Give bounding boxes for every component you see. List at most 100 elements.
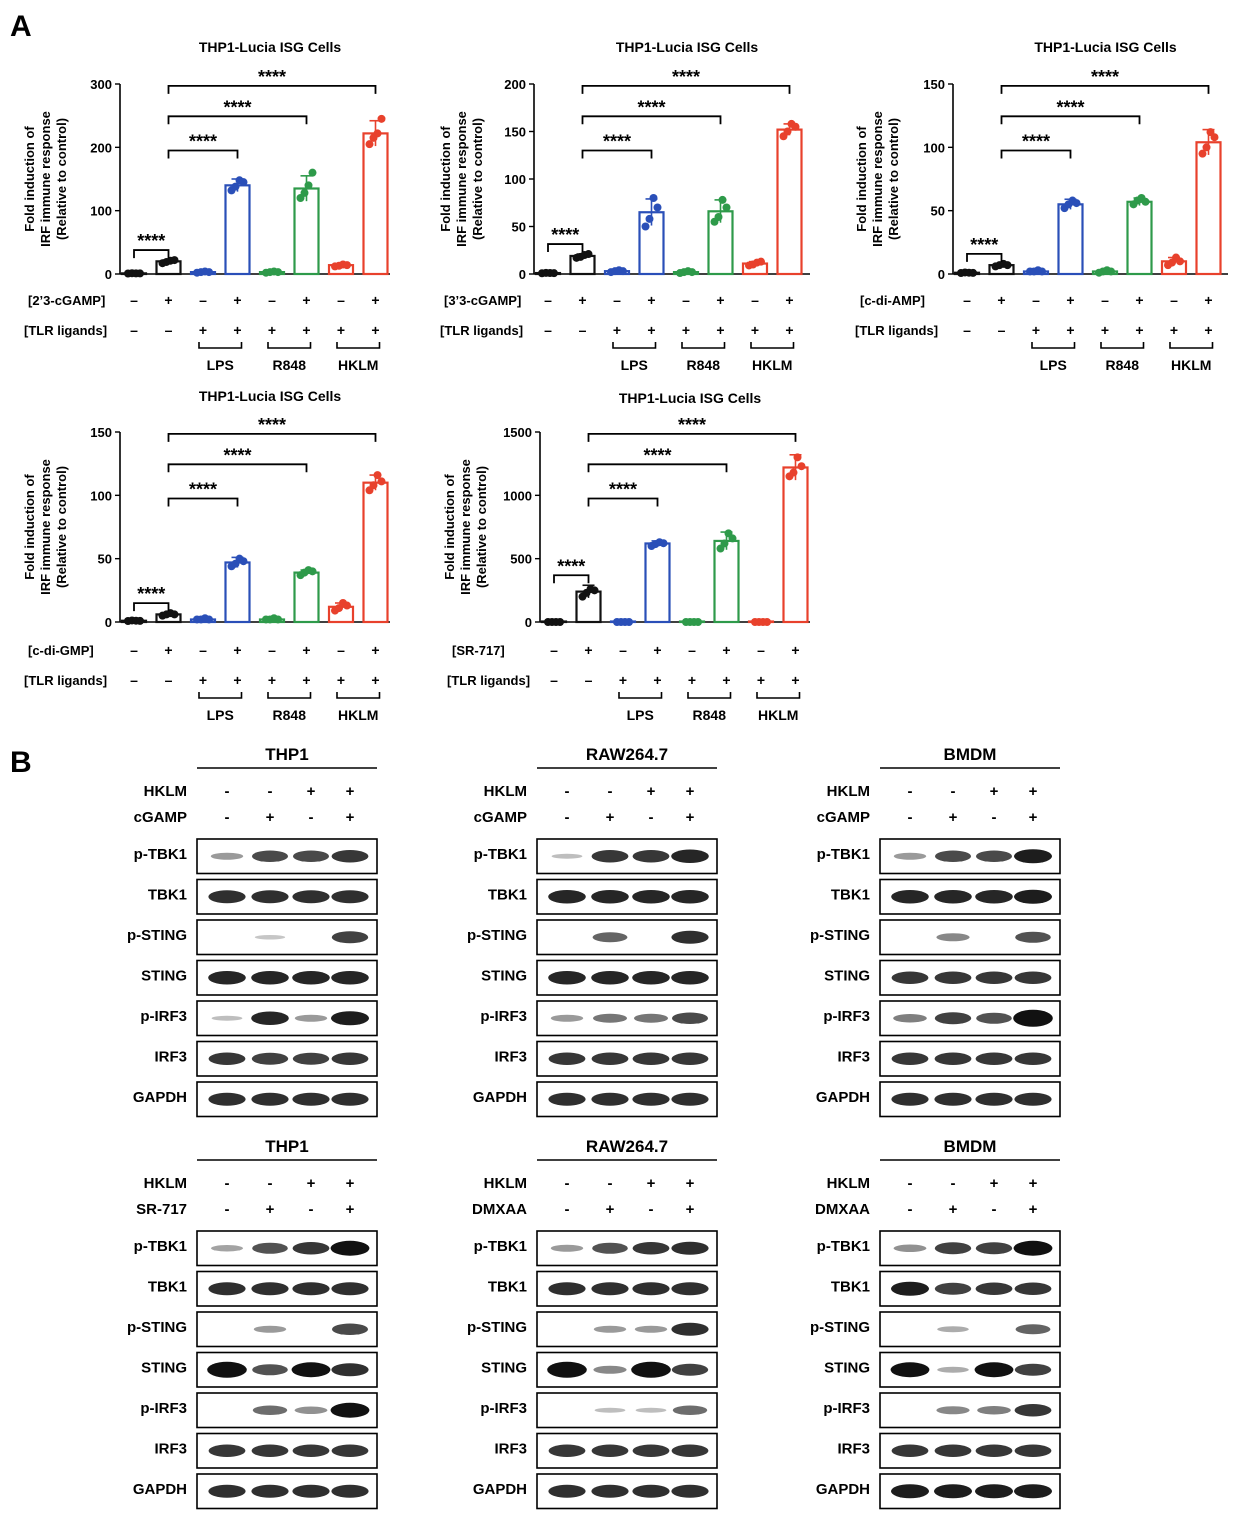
protein-band xyxy=(1014,889,1052,904)
treatment-sign: + xyxy=(346,783,355,800)
significance-bracket xyxy=(1000,85,1210,94)
tlr-sign: – xyxy=(165,672,173,688)
data-point xyxy=(1198,149,1207,158)
tlr-sign: + xyxy=(1170,322,1178,338)
protein-band xyxy=(331,1484,369,1498)
protein-label: TBK1 xyxy=(488,1279,527,1296)
data-point xyxy=(625,618,633,626)
group-bracket xyxy=(336,342,381,349)
bar-charts: THP1-Lucia ISG Cells 0 100 200 300 Fold induc… xyxy=(22,39,1228,723)
protein-label: p-TBK1 xyxy=(817,1238,870,1255)
agonist-sign: + xyxy=(233,642,241,658)
protein-band xyxy=(937,1366,969,1373)
tlr-sign: + xyxy=(682,322,690,338)
protein-band xyxy=(891,1052,929,1065)
protein-band xyxy=(934,1444,972,1457)
data-point xyxy=(274,615,282,624)
data-point xyxy=(797,462,806,471)
protein-band xyxy=(547,1361,587,1378)
protein-band xyxy=(592,1242,628,1254)
tlr-sign: + xyxy=(268,322,276,338)
data-point xyxy=(653,203,662,212)
blot-title: BMDM xyxy=(944,745,997,764)
agonist-sign: + xyxy=(791,642,799,658)
treatment-label-agonist: cGAMP xyxy=(134,809,187,826)
data-point xyxy=(205,268,213,277)
protein-band xyxy=(934,971,972,984)
protein-band xyxy=(934,1484,972,1499)
protein-band xyxy=(292,1052,330,1065)
bar xyxy=(1195,141,1222,276)
group-label: HKLM xyxy=(1171,357,1211,373)
treatment-sign: - xyxy=(565,1201,570,1218)
blot-title: THP1 xyxy=(265,745,308,764)
significance-bracket xyxy=(167,85,377,94)
data-point xyxy=(1141,197,1150,206)
tlr-row-label: [TLR ligands] xyxy=(24,673,107,688)
treatment-sign: - xyxy=(992,809,997,826)
significance-label: **** xyxy=(258,415,286,435)
significance-label: **** xyxy=(678,415,706,435)
bar xyxy=(644,542,671,624)
significance-bracket xyxy=(581,115,722,125)
protein-band xyxy=(591,971,629,985)
protein-band xyxy=(632,1444,670,1457)
protein-band xyxy=(208,1052,246,1065)
group-bracket xyxy=(198,342,243,349)
protein-label: p-TBK1 xyxy=(134,846,187,863)
agonist-sign: – xyxy=(199,292,207,308)
significance-label: **** xyxy=(603,132,631,152)
treatment-sign: + xyxy=(346,809,355,826)
y-axis-label-line3: (Relative to control) xyxy=(54,466,69,588)
group-bracket xyxy=(618,692,663,699)
tlr-sign: + xyxy=(791,672,799,688)
data-point xyxy=(619,267,627,276)
protein-band xyxy=(251,1484,289,1498)
protein-band xyxy=(331,1011,369,1026)
protein-band xyxy=(550,1244,584,1252)
protein-label: STING xyxy=(141,968,187,985)
western-blot-5: RAW264.7 HKLM DMXAA - - - + + - + + p-TBK1 TBK1 p-STI… xyxy=(467,1137,718,1510)
protein-band xyxy=(671,890,709,904)
y-tick-label: 150 xyxy=(504,125,526,140)
protein-band xyxy=(936,933,970,942)
protein-label: GAPDH xyxy=(816,1089,870,1106)
protein-band xyxy=(671,1092,709,1106)
agonist-sign: + xyxy=(647,292,655,308)
tlr-sign: + xyxy=(1204,322,1212,338)
protein-label: TBK1 xyxy=(148,1279,187,1296)
tlr-sign: + xyxy=(1135,322,1143,338)
protein-band xyxy=(671,1282,709,1296)
protein-label: p-TBK1 xyxy=(817,846,870,863)
panel-label-b: B xyxy=(10,746,32,779)
protein-label: IRF3 xyxy=(154,1441,187,1458)
protein-band xyxy=(975,1444,1013,1457)
protein-band xyxy=(935,850,971,862)
treatment-sign: - xyxy=(565,1175,570,1192)
protein-band xyxy=(672,1405,708,1415)
protein-band xyxy=(548,971,586,985)
protein-band xyxy=(632,1092,670,1106)
treatment-sign: - xyxy=(951,1175,956,1192)
protein-label: GAPDH xyxy=(133,1481,187,1498)
tlr-sign: + xyxy=(722,672,730,688)
treatment-label-agonist: DMXAA xyxy=(472,1201,527,1218)
protein-label: TBK1 xyxy=(488,887,527,904)
data-point xyxy=(369,481,378,490)
panel-label-a: A xyxy=(10,10,32,43)
protein-band xyxy=(632,971,670,985)
agonist-sign: – xyxy=(337,292,345,308)
data-point xyxy=(1107,267,1115,276)
significance-label: **** xyxy=(1091,67,1119,87)
y-axis-label: Fold induction of IRF immune response (Rel… xyxy=(22,111,69,247)
y-axis-label-line1: Fold induction of xyxy=(442,474,457,580)
blot-title: THP1 xyxy=(265,1137,308,1156)
protein-band xyxy=(891,1444,929,1457)
treatment-sign: + xyxy=(1029,809,1038,826)
data-point xyxy=(969,268,977,277)
data-point xyxy=(550,269,558,278)
treatment-sign: - xyxy=(908,809,913,826)
tlr-sign: + xyxy=(199,672,207,688)
protein-band xyxy=(632,890,670,904)
treatment-sign: - xyxy=(649,1201,654,1218)
